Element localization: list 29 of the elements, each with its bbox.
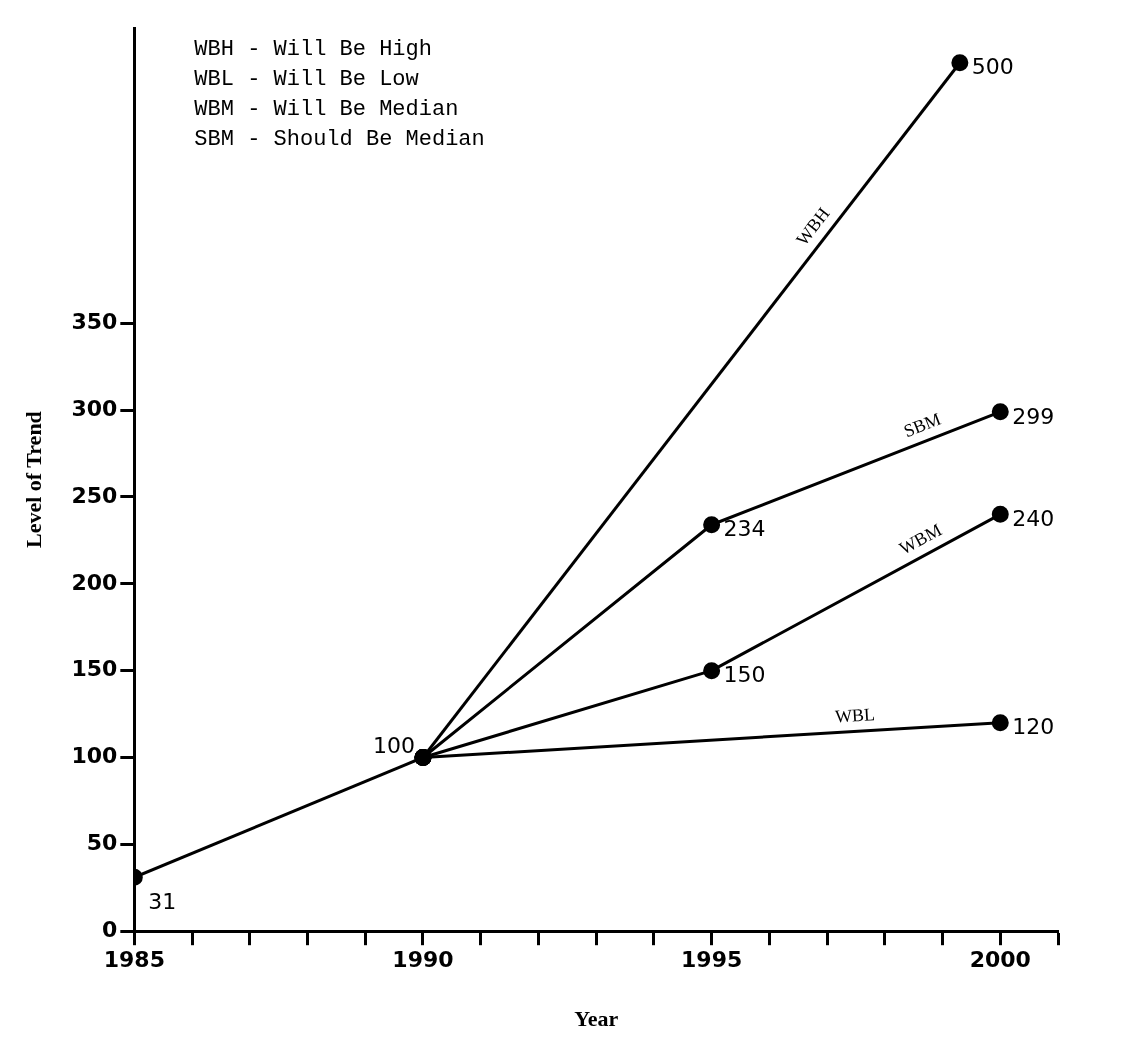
data-label: 120 bbox=[1012, 714, 1055, 740]
data-label: 150 bbox=[723, 662, 766, 688]
y-tick-label: 100 bbox=[71, 743, 118, 769]
y-tick-label: 200 bbox=[71, 569, 118, 595]
annotation: WBL - Will Be Low bbox=[194, 66, 419, 92]
x-tick-label: 1985 bbox=[103, 947, 165, 973]
data-label: 240 bbox=[1012, 506, 1055, 532]
data-label: 500 bbox=[971, 54, 1014, 80]
y-tick-label: 150 bbox=[71, 656, 118, 682]
x-tick-label: 2000 bbox=[969, 947, 1031, 973]
annotation: WBH - Will Be High bbox=[194, 36, 432, 62]
annotation: WBM - Will Be Median bbox=[194, 96, 459, 122]
y-tick-label: 50 bbox=[86, 830, 118, 856]
data-label: 31 bbox=[148, 889, 177, 915]
y-tick-label: 250 bbox=[71, 482, 118, 508]
x-tick-label: 1990 bbox=[392, 947, 454, 973]
data-label: 100 bbox=[372, 733, 415, 759]
text: WBM bbox=[895, 519, 945, 559]
x-tick-label: 1995 bbox=[681, 947, 743, 973]
y-tick-label: 350 bbox=[71, 309, 118, 334]
x-axis-title: Year bbox=[574, 1006, 619, 1032]
data-label: 299 bbox=[1012, 403, 1055, 429]
annotation: SBM - Should Be Median bbox=[194, 126, 485, 152]
text: SBM bbox=[900, 408, 944, 442]
y-tick-label: 300 bbox=[71, 395, 118, 421]
series-label: WBL bbox=[834, 704, 876, 727]
y-axis-title: Level of Trend bbox=[20, 411, 46, 549]
y-tick-label: 0 bbox=[102, 916, 118, 942]
data-label: 234 bbox=[723, 516, 766, 542]
